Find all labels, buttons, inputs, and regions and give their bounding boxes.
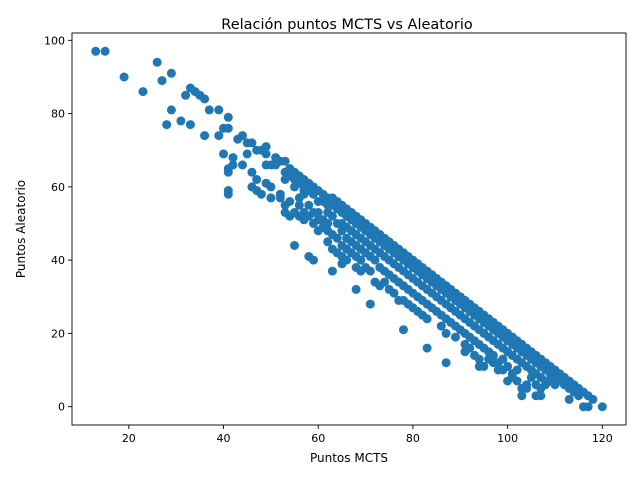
data-point bbox=[228, 153, 238, 163]
data-point bbox=[228, 160, 238, 170]
data-point bbox=[119, 72, 129, 82]
data-point bbox=[247, 138, 257, 148]
data-point bbox=[157, 76, 167, 86]
data-point bbox=[200, 94, 210, 104]
y-axis-label: Puntos Aleatorio bbox=[14, 180, 28, 278]
data-point bbox=[247, 167, 257, 177]
data-point bbox=[261, 142, 271, 152]
data-point bbox=[166, 105, 176, 115]
x-axis-label: Puntos MCTS bbox=[310, 451, 388, 465]
data-point bbox=[204, 105, 214, 115]
chart-title: Relación puntos MCTS vs Aleatorio bbox=[221, 17, 473, 33]
x-tick-label: 80 bbox=[406, 432, 420, 445]
y-tick-label: 60 bbox=[51, 181, 65, 194]
data-point bbox=[323, 237, 333, 247]
data-point bbox=[323, 219, 333, 228]
data-point bbox=[498, 354, 508, 364]
data-point bbox=[365, 266, 375, 276]
data-point bbox=[356, 255, 366, 265]
data-point bbox=[285, 197, 295, 206]
x-tick-label: 120 bbox=[592, 432, 613, 445]
data-point bbox=[280, 156, 290, 166]
data-point bbox=[479, 361, 489, 371]
data-point bbox=[309, 255, 318, 265]
data-point bbox=[91, 46, 101, 56]
data-point bbox=[512, 376, 522, 386]
data-point bbox=[223, 112, 233, 122]
data-point bbox=[304, 200, 314, 210]
y-tick-label: 20 bbox=[51, 327, 65, 340]
data-point bbox=[564, 394, 574, 404]
data-point bbox=[399, 325, 408, 335]
data-point bbox=[261, 149, 271, 159]
data-point bbox=[275, 193, 285, 203]
data-point bbox=[223, 167, 233, 177]
data-point bbox=[152, 57, 162, 67]
data-point bbox=[100, 46, 110, 56]
data-point bbox=[342, 255, 352, 265]
data-point bbox=[365, 299, 375, 309]
data-point bbox=[242, 149, 252, 159]
data-point bbox=[327, 211, 337, 221]
y-tick-label: 40 bbox=[51, 254, 65, 267]
data-point bbox=[517, 391, 527, 401]
data-point bbox=[441, 328, 451, 338]
x-tick-label: 40 bbox=[217, 432, 231, 445]
x-axis: 20 40 60 80 100 120 bbox=[122, 425, 613, 445]
data-point bbox=[327, 266, 337, 276]
data-point bbox=[332, 233, 342, 243]
data-point bbox=[185, 120, 195, 130]
plot-frame bbox=[71, 32, 627, 426]
data-point bbox=[503, 361, 513, 371]
data-point bbox=[294, 200, 304, 210]
data-point bbox=[290, 241, 299, 250]
points-layer bbox=[91, 46, 607, 412]
data-point bbox=[512, 365, 522, 375]
data-point bbox=[256, 189, 266, 199]
data-point bbox=[223, 123, 233, 133]
data-point bbox=[422, 343, 432, 353]
y-tick-label: 80 bbox=[51, 108, 65, 121]
y-tick-label: 100 bbox=[44, 34, 65, 47]
data-point bbox=[422, 314, 432, 324]
data-point bbox=[266, 182, 276, 192]
data-point bbox=[162, 120, 172, 130]
data-point bbox=[451, 332, 460, 342]
data-point bbox=[138, 87, 148, 97]
data-point bbox=[441, 358, 451, 368]
data-point bbox=[181, 90, 191, 100]
data-point bbox=[436, 321, 446, 331]
data-point bbox=[313, 208, 323, 217]
data-point bbox=[465, 343, 475, 353]
y-tick-label: 0 bbox=[58, 401, 65, 414]
data-point bbox=[252, 175, 262, 184]
x-tick-label: 100 bbox=[497, 432, 518, 445]
data-point bbox=[238, 131, 247, 141]
data-point bbox=[370, 255, 380, 265]
data-point bbox=[380, 277, 389, 287]
data-point bbox=[238, 160, 247, 170]
data-point bbox=[588, 394, 598, 404]
y-axis: 0 20 40 60 80 100 bbox=[44, 34, 72, 414]
data-point bbox=[266, 193, 276, 203]
data-point bbox=[583, 402, 593, 412]
data-point bbox=[214, 105, 224, 115]
data-point bbox=[219, 149, 228, 159]
data-point bbox=[597, 402, 607, 412]
data-point bbox=[223, 189, 233, 199]
x-tick-label: 60 bbox=[311, 432, 325, 445]
data-point bbox=[522, 383, 532, 393]
x-tick-label: 20 bbox=[122, 432, 136, 445]
data-point bbox=[474, 354, 484, 364]
data-point bbox=[488, 350, 498, 360]
data-point bbox=[176, 116, 186, 126]
data-point bbox=[214, 131, 224, 141]
data-point bbox=[200, 131, 210, 141]
data-point bbox=[536, 391, 546, 401]
data-point bbox=[351, 284, 361, 294]
data-point bbox=[389, 288, 399, 298]
data-point bbox=[166, 68, 176, 78]
